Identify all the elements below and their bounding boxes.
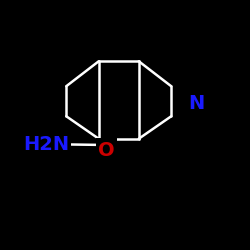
- Text: H2N: H2N: [23, 135, 69, 154]
- Text: O: O: [98, 140, 114, 160]
- Text: N: N: [189, 94, 205, 113]
